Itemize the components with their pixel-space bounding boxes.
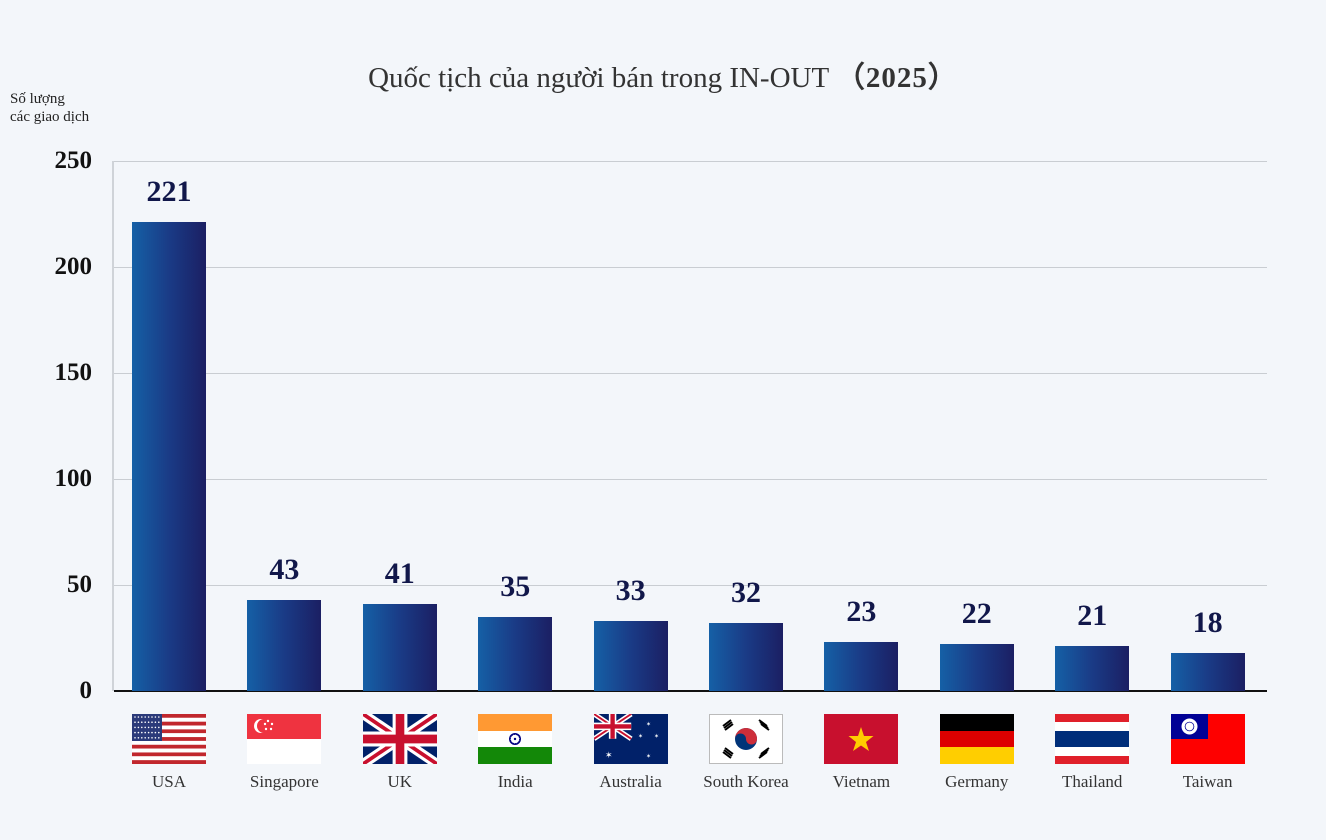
bar-australia [593, 621, 668, 691]
x-tick-label: India [497, 772, 533, 791]
svg-text:✶: ✶ [646, 753, 651, 760]
chart-title: Quốc tịch của người bán trong IN-OUT （20… [0, 54, 1326, 96]
gridline [114, 373, 1267, 374]
bar-value-label: 221 [146, 175, 192, 209]
bar-south-korea [709, 623, 783, 691]
x-tick-label: South Korea [703, 772, 789, 791]
chart-title-year: （2025） [835, 62, 958, 94]
bar-value-label: 21 [1077, 599, 1108, 633]
taiwan-flag-icon [1170, 714, 1245, 764]
x-tick-label: Thailand [1061, 772, 1123, 791]
south-korea-flag-icon [709, 714, 783, 764]
bar-thailand [1055, 646, 1130, 691]
y-tick-label: 150 [54, 359, 93, 386]
gridline [114, 585, 1267, 586]
vietnam-flag-icon [824, 714, 899, 764]
bar-germany [939, 644, 1014, 691]
bar-value-label: 33 [615, 574, 646, 608]
usa-flag-icon [132, 714, 206, 764]
bar-vietnam [824, 642, 899, 691]
bar-value-label: 23 [846, 595, 877, 629]
svg-text:✶: ✶ [638, 733, 643, 740]
germany-flag-icon [939, 714, 1014, 764]
bar-singapore [247, 599, 322, 691]
gridline [114, 161, 1267, 162]
x-tick-label: Vietnam [832, 772, 891, 791]
bar-taiwan [1170, 652, 1245, 691]
bar-value-label: 35 [500, 569, 531, 603]
gridline [114, 267, 1267, 268]
bar-value-label: 18 [1192, 605, 1223, 639]
bar-value-label: 32 [731, 576, 761, 610]
x-tick-label: Singapore [249, 772, 319, 791]
svg-text:✶: ✶ [646, 721, 651, 728]
svg-text:✶: ✶ [605, 751, 613, 761]
bar-value-label: 41 [384, 557, 415, 591]
india-flag-icon [478, 714, 553, 764]
gridline [114, 479, 1267, 480]
y-axis-label-line-1: Số lượng [10, 91, 65, 107]
y-tick-label: 0 [79, 677, 93, 704]
bar-value-label: 43 [269, 552, 300, 586]
x-tick-label: USA [151, 772, 186, 791]
y-axis-label: Số lượng các giao dịch [10, 90, 89, 126]
y-tick-label: 200 [54, 253, 93, 280]
uk-flag-icon [362, 714, 437, 764]
x-axis-line [114, 690, 1267, 692]
y-axis-label-line-2: các giao dịch [10, 109, 90, 125]
plot-area [112, 161, 1267, 692]
x-tick-label: Australia [599, 772, 662, 791]
x-tick-label: Taiwan [1182, 772, 1233, 791]
x-tick-label: Germany [945, 772, 1009, 791]
y-tick-label: 50 [67, 571, 92, 598]
y-tick-label: 100 [54, 465, 93, 492]
singapore-flag-icon [247, 714, 322, 764]
y-tick-label: 250 [54, 147, 93, 174]
thailand-flag-icon [1055, 714, 1130, 764]
svg-text:✶: ✶ [654, 733, 659, 740]
bar-india [478, 616, 553, 691]
bar-value-label: 22 [961, 597, 992, 631]
x-tick-label: UK [387, 772, 413, 791]
bar-uk [362, 604, 437, 691]
chart-title-main: Quốc tịch của người bán trong IN-OUT [368, 62, 829, 94]
bar-usa [132, 222, 206, 691]
australia-flag-icon: ✶ ✶ ✶ ✶ ✶ [593, 714, 668, 764]
